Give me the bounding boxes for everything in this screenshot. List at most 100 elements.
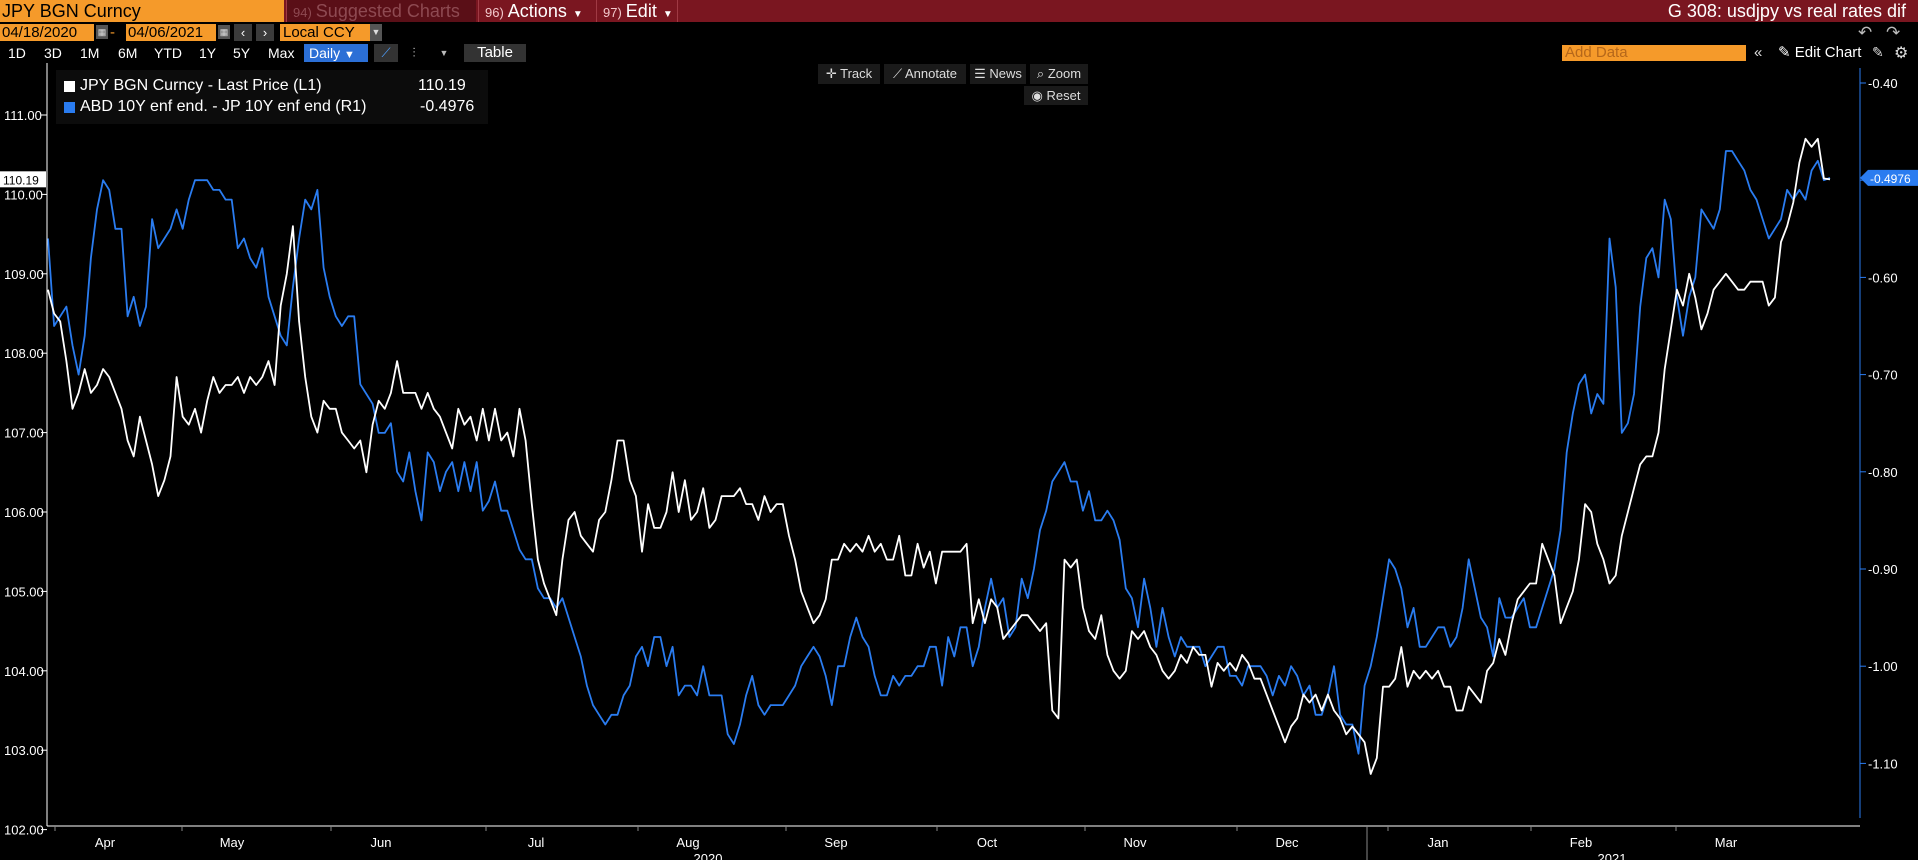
caret-down-icon: ▼ bbox=[572, 9, 583, 20]
period-3d-button[interactable]: 3D bbox=[44, 45, 62, 61]
menu-number: 97) bbox=[603, 5, 622, 20]
menu-number: 94) bbox=[293, 5, 312, 20]
x-tick-label: Feb bbox=[1570, 835, 1592, 850]
undo-icon[interactable]: ↶ bbox=[1858, 23, 1873, 42]
last-value-box-left bbox=[0, 171, 46, 188]
actions-label: Actions bbox=[507, 1, 567, 21]
legend-entry-2[interactable]: ABD 10Y enf end. - JP 10Y enf end (R1) -… bbox=[56, 97, 488, 117]
suggested-charts-menu[interactable]: 94) Suggested Charts bbox=[286, 0, 476, 22]
year-label: 2021 bbox=[1598, 851, 1627, 860]
right-tick-label: -0.60 bbox=[1868, 270, 1898, 285]
legend-swatch bbox=[64, 102, 75, 113]
x-tick-label: Oct bbox=[977, 835, 998, 850]
period-1m-button[interactable]: 1M bbox=[80, 45, 100, 61]
left-tick-label: 110.00 bbox=[4, 187, 43, 202]
left-tick-label: 103.00 bbox=[4, 743, 44, 758]
x-tick-label: Jun bbox=[371, 835, 392, 850]
annotate-label: Annotate bbox=[904, 66, 958, 81]
x-tick-label: Nov bbox=[1123, 835, 1147, 850]
radio-icon: ◉ bbox=[1031, 88, 1043, 103]
legend-entry-1[interactable]: JPY BGN Curncy - Last Price (L1) 110.19 bbox=[56, 76, 488, 96]
caret-down-icon: ▼ bbox=[344, 49, 355, 61]
pencil-icon: ✎ bbox=[1778, 44, 1791, 61]
x-tick-label: Jan bbox=[1428, 835, 1449, 850]
right-tick-label: -0.40 bbox=[1868, 76, 1898, 91]
right-tick-label: -1.00 bbox=[1868, 659, 1898, 674]
pencil-icon[interactable]: ✎ bbox=[1872, 44, 1884, 60]
x-tick-label: May bbox=[220, 835, 245, 850]
left-tick-label: 102.00 bbox=[4, 823, 44, 838]
chevron-left-icon[interactable]: ‹ bbox=[234, 24, 252, 41]
left-tick-label: 105.00 bbox=[4, 584, 44, 599]
reset-button[interactable]: ◉ Reset bbox=[1024, 86, 1088, 105]
news-label: News bbox=[989, 66, 1022, 81]
right-tick-label: -1.10 bbox=[1868, 756, 1898, 771]
caret-down-icon: ▼ bbox=[662, 9, 673, 20]
period-1d-button[interactable]: 1D bbox=[8, 45, 26, 61]
legend-series-value: -0.4976 bbox=[420, 98, 475, 115]
x-tick-label: Aug bbox=[676, 835, 699, 850]
suggested-charts-label: Suggested Charts bbox=[315, 1, 460, 21]
axes: 102.00 103.00 104.00 105.00 106.00 107.00 108.… bbox=[0, 63, 1918, 860]
chart-title: G 308: usdjpy vs real rates dif bbox=[1667, 1, 1906, 21]
edit-label: Edit bbox=[625, 1, 657, 21]
add-data-input[interactable]: Add Data bbox=[1562, 45, 1746, 61]
last-value-label-left: 110.19 bbox=[3, 173, 39, 187]
edit-menu[interactable]: 97) Edit ▼ bbox=[596, 0, 678, 22]
series-line-usdjpy bbox=[47, 137, 1831, 775]
right-tick-label: -0.90 bbox=[1868, 562, 1898, 577]
zoom-button[interactable]: ⌕ Zoom bbox=[1030, 64, 1088, 84]
frequency-label: Daily bbox=[309, 45, 341, 61]
date-separator: - bbox=[110, 24, 115, 41]
chart: 102.00 103.00 104.00 105.00 106.00 107.00 108.… bbox=[0, 63, 1918, 860]
left-tick-label: 108.00 bbox=[4, 346, 44, 361]
toolbar: 1D 3D 1M 6M YTD 1Y 5Y Max Daily ▼ ⟋ ⫶ ▼ … bbox=[0, 43, 1918, 63]
period-ytd-button[interactable]: YTD bbox=[154, 45, 182, 61]
last-value-box-right bbox=[1860, 169, 1918, 186]
x-tick-label: Sep bbox=[824, 835, 847, 850]
calendar-icon[interactable]: ▦ bbox=[96, 25, 108, 39]
track-label: Track bbox=[840, 66, 873, 81]
series-line-rates-diff bbox=[47, 150, 1831, 755]
x-tick-label: Mar bbox=[1715, 835, 1738, 850]
left-tick-label: 107.00 bbox=[4, 426, 44, 441]
redo-icon[interactable]: ↷ bbox=[1886, 23, 1901, 42]
legend-series-name: ABD 10Y enf end. - JP 10Y enf end (R1) bbox=[80, 98, 367, 115]
x-tick-label: Jul bbox=[528, 835, 545, 850]
period-6m-button[interactable]: 6M bbox=[118, 45, 138, 61]
legend-series-value: 110.19 bbox=[418, 77, 466, 94]
start-date-input[interactable]: 04/18/2020 bbox=[0, 24, 94, 41]
reset-label: Reset bbox=[1046, 88, 1081, 103]
period-5y-button[interactable]: 5Y bbox=[233, 45, 251, 61]
left-tick-label: 109.00 bbox=[4, 267, 44, 282]
table-button[interactable]: Table bbox=[464, 44, 526, 62]
annotate-button[interactable]: ⟋ Annotate bbox=[884, 64, 966, 84]
magnifier-icon: ⌕ bbox=[1036, 66, 1045, 81]
bar-chart-icon[interactable]: ⫶ bbox=[412, 45, 416, 60]
legend-swatch bbox=[64, 81, 75, 92]
zoom-label: Zoom bbox=[1047, 66, 1082, 81]
caret-down-icon[interactable]: ▼ bbox=[370, 24, 382, 41]
end-date-input[interactable]: 04/06/2021 bbox=[126, 24, 216, 41]
ticker-field[interactable]: JPY BGN Curncy bbox=[0, 0, 284, 22]
caret-down-icon[interactable]: ▼ bbox=[439, 48, 449, 58]
calendar-icon[interactable]: ▦ bbox=[218, 25, 230, 39]
menu-number: 96) bbox=[485, 5, 504, 20]
chevron-right-icon[interactable]: › bbox=[256, 24, 274, 41]
edit-chart-button[interactable]: ✎ Edit Chart bbox=[1778, 44, 1861, 62]
pencil-icon: ⟋ bbox=[892, 66, 903, 81]
frequency-select[interactable]: Daily ▼ bbox=[304, 44, 368, 62]
x-tick-label: Apr bbox=[95, 835, 116, 850]
news-button[interactable]: ☰ News bbox=[970, 64, 1026, 84]
left-tick-label: 106.00 bbox=[4, 505, 44, 520]
period-max-button[interactable]: Max bbox=[268, 45, 295, 61]
double-chevron-left-icon[interactable]: « bbox=[1754, 44, 1763, 61]
track-button[interactable]: ✛ Track bbox=[818, 64, 880, 84]
line-chart-icon[interactable]: ⟋ bbox=[374, 44, 398, 62]
currency-select[interactable]: Local CCY bbox=[280, 24, 382, 41]
period-1y-button[interactable]: 1Y bbox=[199, 45, 217, 61]
actions-menu[interactable]: 96) Actions ▼ bbox=[478, 0, 594, 22]
left-tick-label: 111.00 bbox=[4, 108, 42, 123]
legend-series-name: JPY BGN Curncy - Last Price (L1) bbox=[80, 77, 322, 94]
gear-icon[interactable]: ⚙ bbox=[1894, 45, 1909, 62]
